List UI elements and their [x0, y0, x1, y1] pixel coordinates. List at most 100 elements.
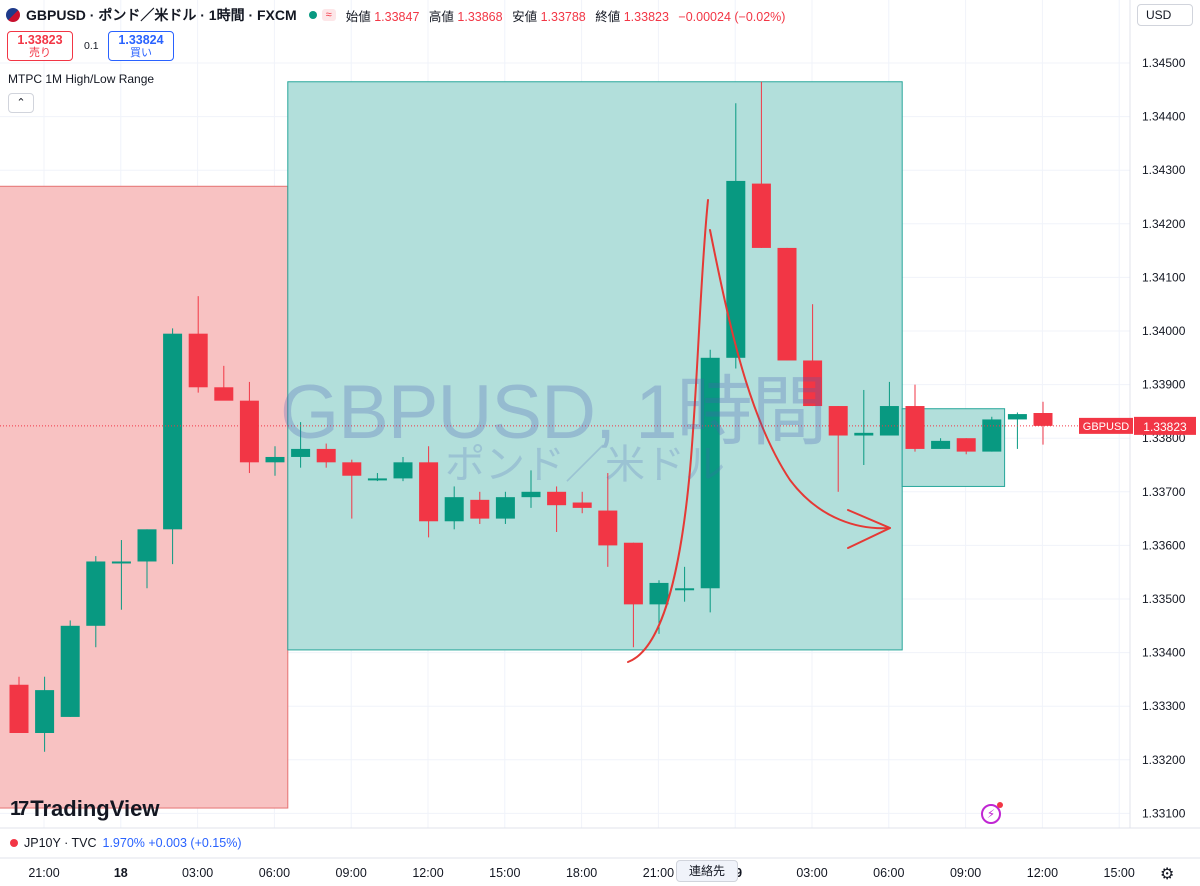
candle-body: [35, 690, 55, 733]
candle-body: [828, 406, 848, 436]
candle-body: [982, 419, 1002, 452]
candle-body: [163, 333, 183, 530]
candle-body: [86, 561, 106, 626]
collapse-chevron-icon[interactable]: ⌃: [8, 93, 34, 113]
candle-body: [367, 478, 387, 481]
high-value: 1.33868: [457, 9, 503, 24]
last-price-symbol-tag: [1079, 417, 1133, 434]
brand-name: TradingView: [30, 796, 160, 821]
bottom-symbol-value: 1.970% +0.003 (+0.15%): [102, 836, 242, 850]
price-tick-label: 1.34300: [1142, 163, 1186, 177]
ohlc-legend: 始値 1.33847 高値 1.33868 安値 1.33788 終値 1.33…: [345, 9, 786, 24]
candle-body: [623, 542, 643, 605]
candle-body: [495, 497, 515, 519]
price-tick-label: 1.33200: [1142, 753, 1186, 767]
indicator-label[interactable]: MTPC 1M High/Low Range: [8, 72, 155, 86]
candle-body: [342, 462, 362, 476]
candle-body: [726, 180, 746, 358]
candle-body: [751, 183, 771, 248]
sell-button[interactable]: 1.33823 売り: [7, 31, 73, 61]
buy-label: 買い: [130, 47, 152, 59]
drawn-arrow-head: [847, 509, 891, 549]
price-tick-label: 1.34200: [1142, 217, 1186, 231]
time-tick-label: 18:00: [566, 866, 597, 880]
price-tick-label: 1.33100: [1142, 806, 1186, 820]
bottom-symbol-legend[interactable]: JP10Y · TVC 1.970% +0.003 (+0.15%): [10, 836, 242, 850]
settings-gear-icon[interactable]: ⚙: [1160, 866, 1175, 883]
candle-body: [188, 333, 208, 388]
candle-body: [1007, 414, 1027, 420]
candle-body: [60, 625, 80, 717]
candle-body: [572, 502, 592, 508]
candle-body: [700, 357, 720, 589]
candle-body: [649, 582, 669, 605]
last-price-symbol: GBPUSD: [1083, 421, 1130, 433]
price-tick-label: 1.33600: [1142, 538, 1186, 552]
candle-body: [214, 387, 234, 401]
lightning-icon[interactable]: ⚡: [981, 802, 1003, 824]
approx-icon[interactable]: ≈: [321, 9, 336, 21]
time-tick-label: 09:00: [950, 866, 981, 880]
price-tick-label: 1.34100: [1142, 270, 1186, 284]
buy-button[interactable]: 1.33824 買い: [108, 31, 174, 61]
buy-price: 1.33824: [118, 33, 164, 47]
tradingview-logo[interactable]: 17 TradingView: [10, 796, 159, 822]
last-price-tag: [1134, 416, 1196, 435]
sell-label: 売り: [29, 47, 51, 59]
price-tick-label: 1.33400: [1142, 646, 1186, 660]
candle-body: [521, 491, 541, 498]
time-tick-label: 06:00: [259, 866, 290, 880]
candle-body: [393, 462, 413, 479]
candle-body: [470, 499, 490, 519]
status-dot-icon: [10, 839, 18, 847]
price-tick-label: 1.34500: [1142, 56, 1186, 70]
sell-price: 1.33823: [17, 33, 63, 47]
spread-value: 0.1: [84, 40, 99, 52]
candle-body: [931, 440, 951, 449]
candle-body: [137, 529, 157, 562]
symbol-title[interactable]: GBPUSD · ポンド／米ドル · 1時間 · FXCM: [26, 7, 297, 23]
price-tick-label: 1.34000: [1142, 324, 1186, 338]
close-value: 1.33823: [623, 9, 669, 24]
last-price-value: 1.33823: [1143, 420, 1187, 434]
change-value: −0.00024 (−0.02%): [678, 9, 786, 24]
drawn-arrow-down: [709, 229, 891, 530]
time-tick-label: 12:00: [412, 866, 443, 880]
time-tick-label: 21:00: [643, 866, 674, 880]
time-tick-label: 21:00: [28, 866, 59, 880]
price-tick-label: 1.33700: [1142, 485, 1186, 499]
bottom-symbol-name: JP10Y · TVC: [24, 836, 97, 850]
currency-selector[interactable]: USD: [1137, 4, 1193, 26]
candle-body: [444, 497, 464, 522]
candle-body: [777, 247, 797, 361]
candle-body: [803, 360, 823, 407]
drawn-arrow-up: [627, 199, 709, 663]
time-tick-label: 03:00: [182, 866, 213, 880]
candle-body: [419, 462, 439, 522]
candle-body: [854, 432, 874, 436]
candle-body: [675, 588, 695, 591]
candle-body: [291, 448, 311, 457]
candle-body: [956, 438, 976, 452]
range-zone-teal[interactable]: [287, 81, 903, 651]
candle-body: [1033, 413, 1053, 426]
candle-body: [905, 406, 925, 449]
tv-logo-icon: 17: [10, 797, 29, 820]
candle-body: [316, 448, 336, 463]
watermark-symbol: GBPUSD, 1時間: [280, 370, 827, 455]
candle-body: [9, 684, 29, 733]
candle-body: [265, 456, 285, 463]
time-tick-label: 09:00: [336, 866, 367, 880]
price-tick-label: 1.33500: [1142, 592, 1186, 606]
time-tick-label: 18: [114, 866, 128, 880]
time-tick-label: 15:00: [1104, 866, 1135, 880]
gbp-flag-icon: [6, 8, 20, 22]
candle-body: [239, 400, 259, 463]
price-tick-label: 1.33900: [1142, 378, 1186, 392]
time-tick-label: 12:00: [1027, 866, 1058, 880]
watermark-description: ポンド／米ドル: [445, 443, 725, 487]
chart-header: GBPUSD · ポンド／米ドル · 1時間 · FXCM ≈ 始値 1.338…: [6, 5, 785, 25]
notification-badge: [997, 802, 1003, 808]
candle-body: [547, 491, 567, 506]
